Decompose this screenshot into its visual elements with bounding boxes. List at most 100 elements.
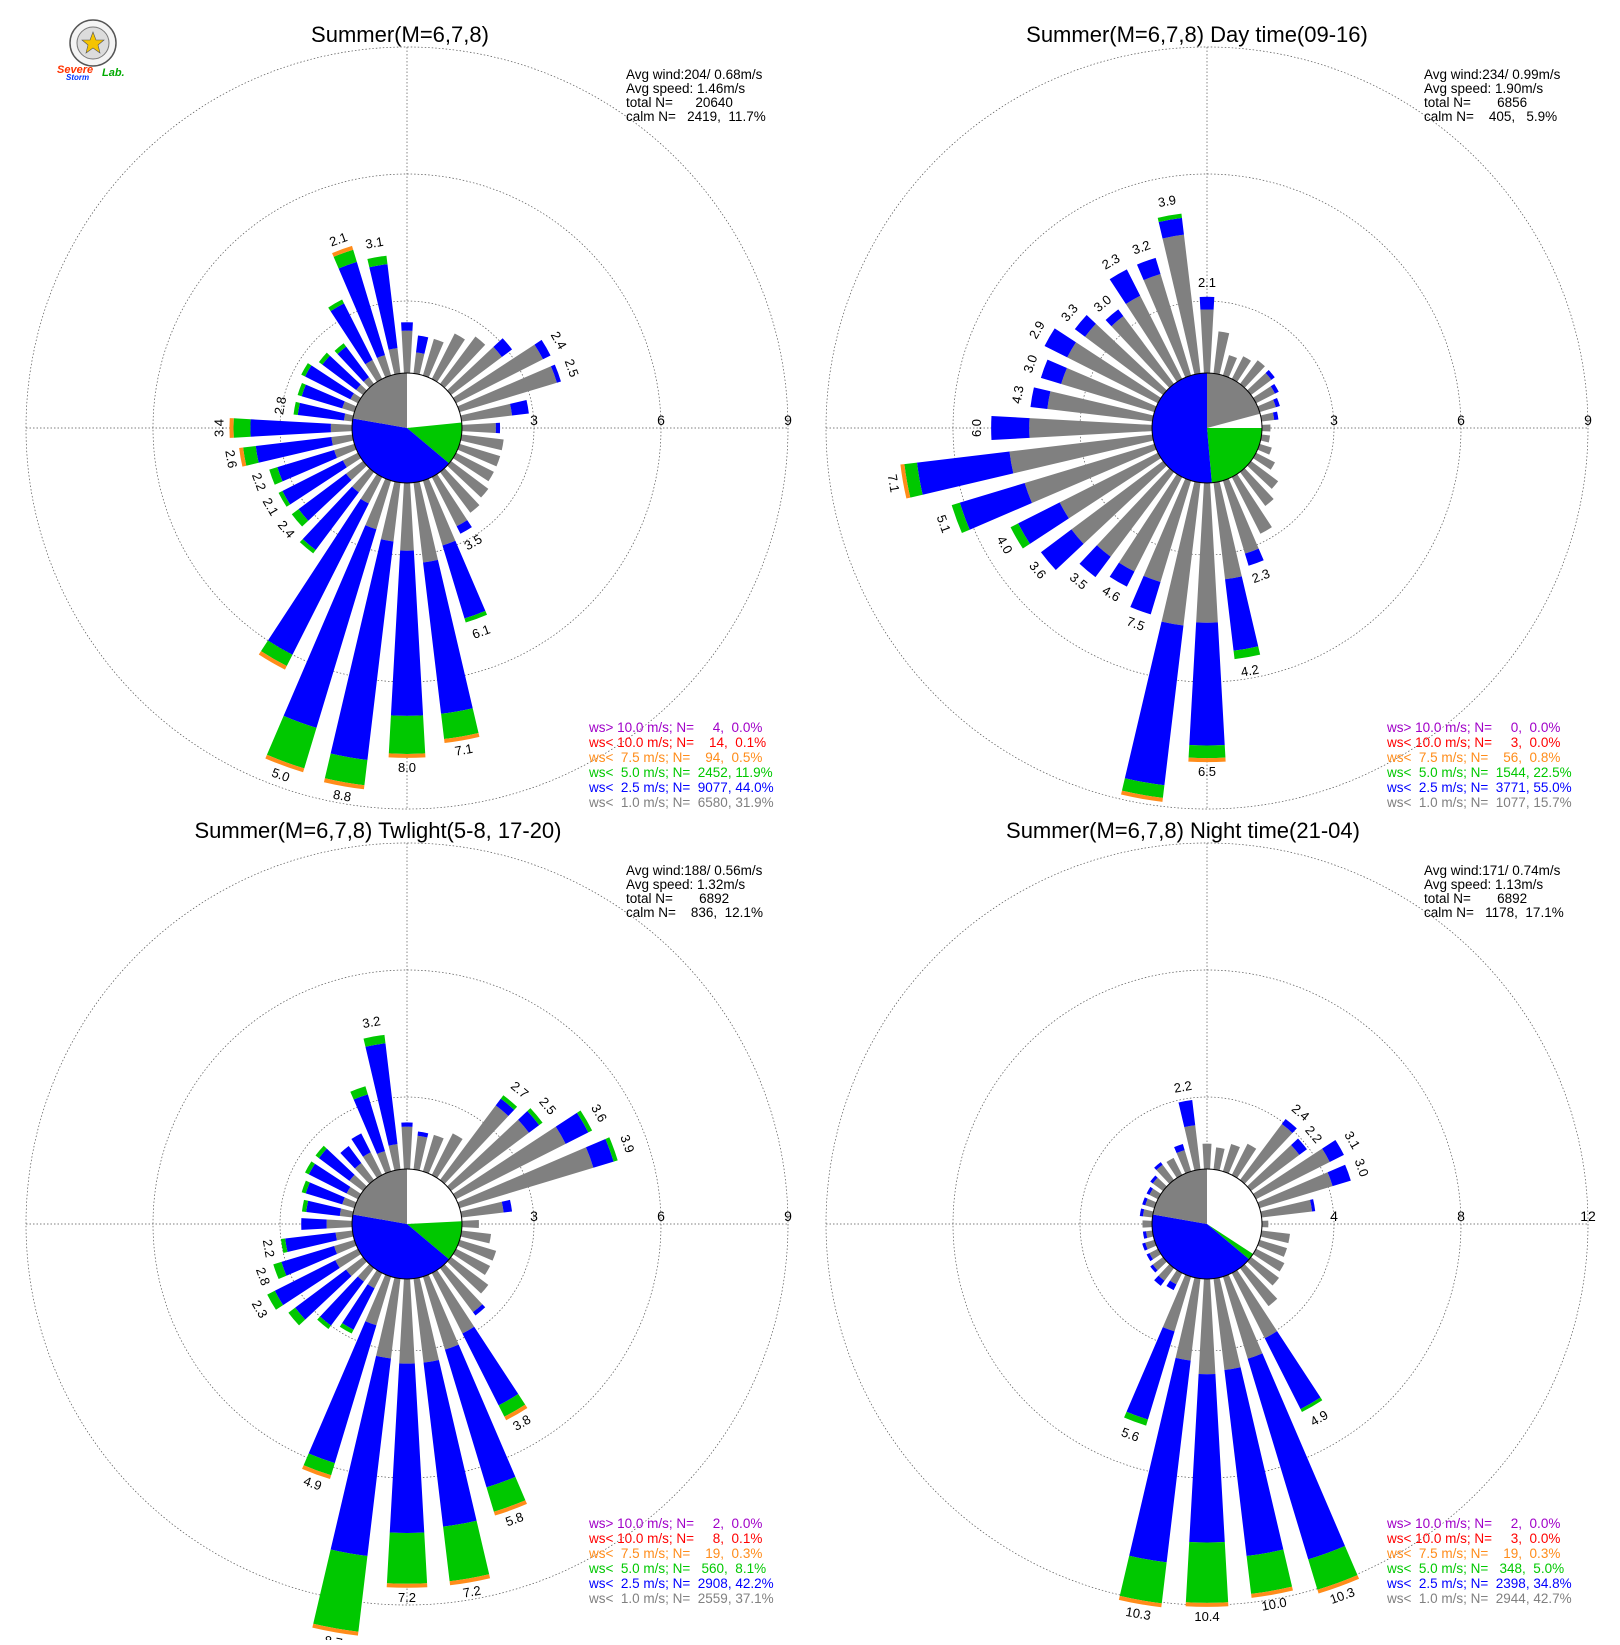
sector-bar-280-seg1 (1142, 1209, 1154, 1218)
sector-bar-30-seg1 (431, 1133, 463, 1178)
sector-bar-190-seg3 (324, 753, 368, 786)
sector-bar-50-seg1 (447, 1119, 529, 1192)
sector-bar-330-seg2 (351, 1133, 371, 1157)
legend-entry-2: ws< 10.0 m/s; N= 8, 0.1% (588, 1531, 762, 1546)
sector-bar-170-cap (1251, 1586, 1293, 1598)
calm-pie-slice-2 (1207, 428, 1262, 483)
sector-bar-150-seg1 (1231, 1270, 1278, 1339)
sector-bar-110-seg1 (1257, 443, 1272, 455)
sector-bar-70-seg1 (457, 1147, 594, 1209)
sector-bar-60-seg1 (1253, 1148, 1330, 1200)
stat-line-1: Avg wind:234/ 0.99m/s (1424, 67, 1561, 82)
sector-bar-70-seg3 (605, 1137, 618, 1162)
logo-word-storm: Storm (66, 73, 89, 82)
sector-bar-250-seg2 (959, 483, 1032, 530)
sector-bar-170-seg1 (413, 481, 438, 563)
sector-bar-200-seg1 (365, 1274, 392, 1326)
legend-entry-5: ws< 2.5 m/s; N= 3771, 55.0% (1386, 780, 1572, 795)
sector-bar-250-seg3 (269, 467, 283, 485)
sector-bar-220-seg1 (351, 468, 375, 493)
sector-bar-240-seg2 (274, 1260, 340, 1306)
sector-bar-170-seg1 (1213, 1277, 1241, 1371)
sector-bar-180-seg3 (388, 715, 426, 754)
sector-bar-290-seg1 (342, 401, 357, 413)
ring-label: 3 (530, 1208, 538, 1224)
legend-entry-5: ws< 2.5 m/s; N= 2908, 42.2% (588, 1576, 774, 1591)
sector-bar-10-seg1 (413, 1135, 428, 1171)
sector-bar-330-seg1 (1125, 295, 1183, 382)
sector-bar-260-seg1 (331, 434, 354, 446)
stat-line-3: total N= 6892 (626, 891, 729, 906)
calm-pie-slice-2 (407, 422, 462, 464)
sector-bar-260-cap (900, 464, 911, 499)
legend-entry-3: ws< 7.5 m/s; N= 19, 0.3% (1386, 1546, 1560, 1561)
sector-bar-170-seg3 (441, 708, 479, 740)
sector-bar-300-seg2 (308, 1163, 351, 1194)
ring-label: 6 (657, 1208, 665, 1224)
chart-title: Summer(M=6,7,8) Twlight(5-8, 17-20) (194, 818, 561, 843)
sector-bar-260-seg1 (1009, 434, 1154, 474)
sector-bar-260-cap (239, 447, 247, 467)
sector-bar-60-seg2 (534, 339, 551, 360)
bar-value-label: 3.5 (461, 531, 484, 553)
sector-bar-50-seg3 (527, 1108, 543, 1126)
sector-bar-210-seg2 (342, 1284, 375, 1330)
sector-bar-50-seg1 (1247, 1145, 1300, 1192)
sector-bar-330-seg2 (330, 303, 373, 365)
bar-value-label: 2.1 (1198, 275, 1216, 290)
sector-bar-150-seg2 (456, 520, 472, 534)
sector-bar-70-seg2 (1273, 397, 1280, 408)
sector-bar-50-seg2 (1291, 1138, 1307, 1155)
bar-value-label: 7.2 (462, 1583, 482, 1601)
bar-value-label: 2.1 (327, 229, 349, 249)
sector-bar-200-seg3 (266, 715, 317, 769)
sector-bar-280-seg3 (301, 1199, 309, 1212)
calm-pie-slice-4 (352, 1169, 407, 1224)
bar-value-label: 2.3 (1250, 566, 1272, 586)
sector-bar-210-seg1 (367, 1270, 383, 1289)
sector-bar-100-seg1 (460, 1230, 492, 1244)
sector-bar-350-seg1 (388, 1144, 401, 1171)
sector-bar-120-seg1 (453, 452, 494, 482)
ring-label: 8 (1457, 1208, 1465, 1224)
bar-value-label: 3.0 (1020, 353, 1040, 375)
sector-bar-180-seg3 (1185, 1542, 1229, 1603)
bar-value-label: 2.5 (536, 1094, 559, 1117)
sector-bar-230-seg3 (291, 509, 309, 527)
sector-bar-320-seg2 (340, 1146, 362, 1169)
sector-bar-300-seg2 (305, 365, 354, 400)
bar-value-label: 2.4 (548, 329, 570, 352)
calm-pie-slice-4 (1207, 373, 1261, 428)
sector-bar-300-seg1 (346, 1186, 361, 1200)
chart-title: Summer(M=6,7,8) Day time(09-16) (1026, 22, 1368, 47)
sector-bar-180-cap (386, 1583, 428, 1588)
sector-bar-180-seg1 (1196, 482, 1218, 623)
sector-bar-320-seg3 (334, 343, 347, 354)
bar-value-label: 6.1 (470, 621, 492, 641)
sector-bar-240-seg1 (335, 1248, 361, 1269)
calm-pie-outline (351, 1168, 463, 1280)
bar-value-label: 4.9 (1307, 1407, 1330, 1429)
sector-bar-250-seg3 (273, 1261, 287, 1280)
sector-bar-160-cap (493, 1500, 527, 1516)
stat-line-1: Avg wind:188/ 0.56m/s (626, 863, 763, 878)
bar-value-label: 4.6 (1100, 583, 1123, 605)
sector-bar-50-seg2 (1265, 370, 1275, 380)
sector-bar-200-seg1 (1143, 478, 1192, 582)
sector-bar-240-seg3 (267, 1290, 284, 1310)
sector-bar-10-seg1 (1213, 331, 1230, 375)
sector-bar-300-seg3 (305, 1161, 315, 1175)
sector-bar-310-seg2 (1074, 315, 1096, 337)
sector-bar-150-seg1 (1231, 474, 1272, 534)
sector-bar-150-seg3 (498, 1394, 526, 1417)
sector-bar-100-seg1 (1260, 434, 1271, 443)
sector-bar-200-seg2 (1126, 1327, 1175, 1420)
sector-bar-10-seg1 (1213, 1147, 1225, 1171)
sector-bar-150-cap (504, 1404, 528, 1421)
sector-bar-270-seg1 (1029, 418, 1153, 438)
sector-bar-160-seg3 (464, 610, 488, 623)
bar-value-label: 3.3 (1058, 301, 1081, 324)
sector-bar-340-seg1 (1176, 1150, 1192, 1174)
sector-bar-310-seg3 (318, 352, 330, 365)
sector-bar-250-seg3 (951, 502, 970, 534)
